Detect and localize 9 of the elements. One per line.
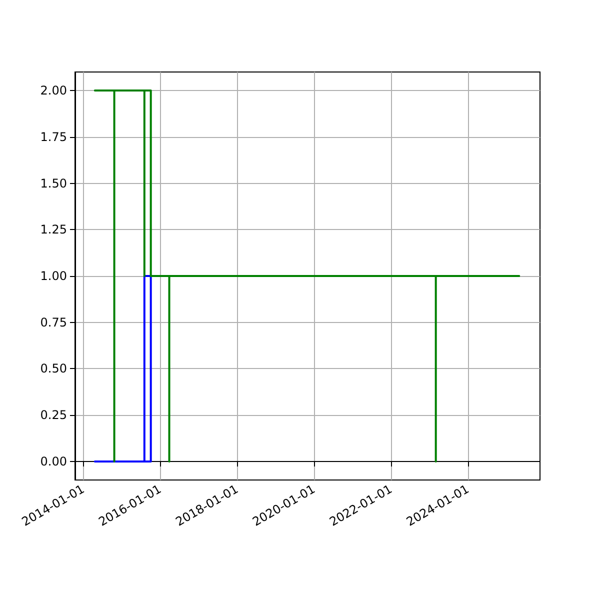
y-tick-label: 0.50 [40, 362, 67, 376]
y-tick-label: 0.00 [40, 454, 67, 468]
y-tick-label: 1.00 [40, 269, 67, 283]
y-tick-label: 0.25 [40, 408, 67, 422]
y-tick-label: 0.75 [40, 315, 67, 330]
y-tick-label: 1.75 [40, 130, 67, 144]
y-tick-label: 1.25 [40, 222, 67, 237]
y-tick-label: 1.50 [40, 176, 67, 190]
y-tick-label: 2.00 [40, 84, 67, 98]
